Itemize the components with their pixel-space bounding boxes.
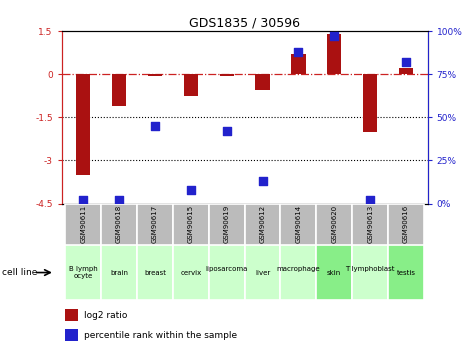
Text: liver: liver bbox=[255, 269, 270, 276]
Bar bbox=[316, 204, 352, 245]
Bar bbox=[173, 204, 209, 245]
Text: GSM90612: GSM90612 bbox=[259, 205, 266, 243]
Text: GSM90616: GSM90616 bbox=[403, 205, 409, 243]
Bar bbox=[388, 245, 424, 300]
Bar bbox=[112, 74, 126, 106]
Bar bbox=[316, 245, 352, 300]
Text: cell line: cell line bbox=[2, 268, 38, 277]
Bar bbox=[209, 204, 245, 245]
Bar bbox=[137, 245, 173, 300]
Text: B lymph
ocyte: B lymph ocyte bbox=[69, 266, 98, 279]
Point bbox=[151, 123, 159, 129]
Text: GSM90619: GSM90619 bbox=[224, 205, 230, 243]
Point bbox=[366, 197, 374, 203]
Bar bbox=[137, 204, 173, 245]
Point bbox=[79, 197, 87, 203]
Bar bbox=[66, 245, 101, 300]
Text: log2 ratio: log2 ratio bbox=[84, 311, 127, 320]
Bar bbox=[245, 204, 280, 245]
Bar bbox=[66, 329, 78, 341]
Text: T lymphoblast: T lymphoblast bbox=[345, 266, 395, 279]
Bar bbox=[245, 245, 280, 300]
Text: GSM90618: GSM90618 bbox=[116, 205, 122, 243]
Text: GSM90617: GSM90617 bbox=[152, 205, 158, 243]
Text: GSM90614: GSM90614 bbox=[295, 205, 302, 243]
Bar bbox=[101, 245, 137, 300]
Bar bbox=[280, 245, 316, 300]
Bar bbox=[173, 245, 209, 300]
Bar bbox=[219, 74, 234, 76]
Bar bbox=[388, 204, 424, 245]
Text: GSM90611: GSM90611 bbox=[80, 205, 86, 243]
Point bbox=[187, 187, 195, 193]
Text: GSM90620: GSM90620 bbox=[331, 205, 337, 243]
Text: GSM90615: GSM90615 bbox=[188, 205, 194, 243]
Bar bbox=[209, 245, 245, 300]
Bar bbox=[256, 74, 270, 90]
Point bbox=[294, 49, 302, 55]
Bar bbox=[76, 74, 90, 175]
Bar bbox=[352, 245, 388, 300]
Bar bbox=[101, 204, 137, 245]
Text: testis: testis bbox=[397, 269, 416, 276]
Point bbox=[223, 128, 230, 134]
Point bbox=[402, 59, 410, 65]
Text: GSM90613: GSM90613 bbox=[367, 205, 373, 243]
Point bbox=[259, 178, 266, 184]
Bar bbox=[291, 54, 305, 74]
Bar bbox=[148, 74, 162, 77]
Bar bbox=[399, 68, 413, 74]
Text: skin: skin bbox=[327, 269, 342, 276]
Bar bbox=[66, 309, 78, 321]
Text: brain: brain bbox=[110, 269, 128, 276]
Bar bbox=[184, 74, 198, 96]
Point bbox=[115, 197, 123, 203]
Text: cervix: cervix bbox=[180, 269, 201, 276]
Title: GDS1835 / 30596: GDS1835 / 30596 bbox=[189, 17, 300, 30]
Point bbox=[331, 33, 338, 39]
Text: percentile rank within the sample: percentile rank within the sample bbox=[84, 331, 237, 339]
Bar bbox=[280, 204, 316, 245]
Text: breast: breast bbox=[144, 269, 166, 276]
Bar bbox=[327, 34, 342, 74]
Bar bbox=[363, 74, 377, 132]
Text: liposarcoma: liposarcoma bbox=[206, 266, 248, 279]
Bar bbox=[66, 204, 101, 245]
Text: macrophage: macrophage bbox=[276, 266, 320, 279]
Bar bbox=[352, 204, 388, 245]
